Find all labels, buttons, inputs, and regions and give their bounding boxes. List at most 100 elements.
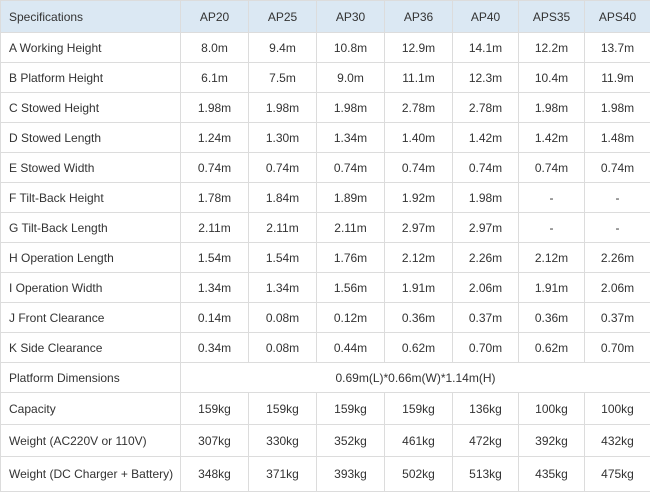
table-cell: 2.26m: [452, 242, 519, 273]
table-row: G Tilt-Back Length 2.11m 2.11m 2.11m 2.97m 2.…: [0, 212, 650, 243]
table-cell: 0.36m: [518, 302, 585, 333]
table-row-platform-dimensions: Platform Dimensions 0.69m(L)*0.66m(W)*1.1…: [0, 362, 650, 393]
table-cell: 1.40m: [384, 122, 453, 153]
table-cell: 0.14m: [180, 302, 249, 333]
table-cell: 1.98m: [316, 92, 385, 123]
table-cell: 1.84m: [248, 182, 317, 213]
row-label: C Stowed Height: [0, 92, 181, 123]
table-cell: 12.9m: [384, 32, 453, 63]
table-cell: 1.98m: [518, 92, 585, 123]
row-label: Weight (DC Charger + Battery): [0, 456, 181, 492]
table-cell: 0.44m: [316, 332, 385, 363]
table-cell: 2.97m: [452, 212, 519, 243]
table-cell: 1.34m: [180, 272, 249, 303]
table-header-row: Specifications AP20 AP25 AP30 AP36 AP40 …: [0, 0, 650, 33]
table-cell: 1.98m: [584, 92, 650, 123]
table-cell: 1.30m: [248, 122, 317, 153]
table-cell: 0.74m: [384, 152, 453, 183]
table-cell: 8.0m: [180, 32, 249, 63]
table-cell: 1.42m: [452, 122, 519, 153]
table-cell: 0.70m: [584, 332, 650, 363]
table-cell: 2.06m: [452, 272, 519, 303]
table-row: I Operation Width 1.34m 1.34m 1.56m 1.91m 2.0…: [0, 272, 650, 303]
header-cell-ap40: AP40: [452, 0, 519, 33]
row-label: D Stowed Length: [0, 122, 181, 153]
table-cell: 1.89m: [316, 182, 385, 213]
table-cell: 6.1m: [180, 62, 249, 93]
table-cell: 0.74m: [518, 152, 585, 183]
table-cell: 9.4m: [248, 32, 317, 63]
table-cell: 0.74m: [180, 152, 249, 183]
table-cell: 502kg: [384, 456, 453, 492]
table-cell: 0.62m: [384, 332, 453, 363]
table-body: A Working Height 8.0m 9.4m 10.8m 12.9m 14.1m 1…: [0, 32, 650, 492]
table-cell: 100kg: [584, 392, 650, 425]
platform-dimensions-value: 0.69m(L)*0.66m(W)*1.14m(H): [180, 362, 650, 393]
table-row: A Working Height 8.0m 9.4m 10.8m 12.9m 14.1m 1…: [0, 32, 650, 63]
table-row: C Stowed Height 1.98m 1.98m 1.98m 2.78m 2.78m…: [0, 92, 650, 123]
table-cell: 1.98m: [180, 92, 249, 123]
header-cell-aps40: APS40: [584, 0, 650, 33]
table-cell: -: [584, 182, 650, 213]
table-cell: 352kg: [316, 424, 385, 457]
table-cell: 0.74m: [316, 152, 385, 183]
table-cell: -: [518, 182, 585, 213]
table-row: Weight (DC Charger + Battery) 348kg 371kg 3…: [0, 456, 650, 492]
table-cell: 1.91m: [384, 272, 453, 303]
table-cell: 0.08m: [248, 302, 317, 333]
table-cell: 1.42m: [518, 122, 585, 153]
table-cell: 513kg: [452, 456, 519, 492]
table-row: D Stowed Length 1.24m 1.30m 1.34m 1.40m 1.42m…: [0, 122, 650, 153]
table-cell: 393kg: [316, 456, 385, 492]
table-cell: 307kg: [180, 424, 249, 457]
table-cell: 2.78m: [452, 92, 519, 123]
table-cell: 159kg: [384, 392, 453, 425]
table-row: B Platform Height 6.1m 7.5m 9.0m 11.1m 12.3m 1…: [0, 62, 650, 93]
table-cell: 159kg: [180, 392, 249, 425]
header-cell-ap25: AP25: [248, 0, 317, 33]
table-cell: 1.76m: [316, 242, 385, 273]
table-cell: 0.74m: [584, 152, 650, 183]
row-label: J Front Clearance: [0, 302, 181, 333]
row-label: Weight (AC220V or 110V): [0, 424, 181, 457]
table-cell: 1.54m: [180, 242, 249, 273]
table-cell: 348kg: [180, 456, 249, 492]
table-cell: 1.24m: [180, 122, 249, 153]
table-row: Capacity 159kg 159kg 159kg 159kg 136kg 100kg 10…: [0, 392, 650, 425]
table-cell: 2.78m: [384, 92, 453, 123]
table-cell: 10.8m: [316, 32, 385, 63]
table-cell: 12.3m: [452, 62, 519, 93]
table-cell: 100kg: [518, 392, 585, 425]
table-cell: 2.11m: [316, 212, 385, 243]
table-cell: 136kg: [452, 392, 519, 425]
table-row: Weight (AC220V or 110V) 307kg 330kg 352kg 46…: [0, 424, 650, 457]
table-cell: 0.62m: [518, 332, 585, 363]
table-cell: 1.34m: [316, 122, 385, 153]
table-cell: 2.97m: [384, 212, 453, 243]
table-cell: 159kg: [248, 392, 317, 425]
table-cell: 0.37m: [584, 302, 650, 333]
table-cell: 1.91m: [518, 272, 585, 303]
table-cell: 0.34m: [180, 332, 249, 363]
table-cell: 10.4m: [518, 62, 585, 93]
table-cell: 2.06m: [584, 272, 650, 303]
row-label: A Working Height: [0, 32, 181, 63]
table-cell: 435kg: [518, 456, 585, 492]
table-cell: 9.0m: [316, 62, 385, 93]
table-row: E Stowed Width 0.74m 0.74m 0.74m 0.74m 0.74m 0…: [0, 152, 650, 183]
table-cell: 2.12m: [384, 242, 453, 273]
table-cell: 1.98m: [452, 182, 519, 213]
table-cell: 1.48m: [584, 122, 650, 153]
table-row: H Operation Length 1.54m 1.54m 1.76m 2.12m 2.…: [0, 242, 650, 273]
table-cell: 1.78m: [180, 182, 249, 213]
table-cell: 2.11m: [248, 212, 317, 243]
header-cell-ap36: AP36: [384, 0, 453, 33]
table-cell: 432kg: [584, 424, 650, 457]
table-cell: 0.12m: [316, 302, 385, 333]
header-cell-ap20: AP20: [180, 0, 249, 33]
table-cell: 1.54m: [248, 242, 317, 273]
table-row: J Front Clearance 0.14m 0.08m 0.12m 0.36m 0.3…: [0, 302, 650, 333]
row-label: Capacity: [0, 392, 181, 425]
table-cell: 0.08m: [248, 332, 317, 363]
